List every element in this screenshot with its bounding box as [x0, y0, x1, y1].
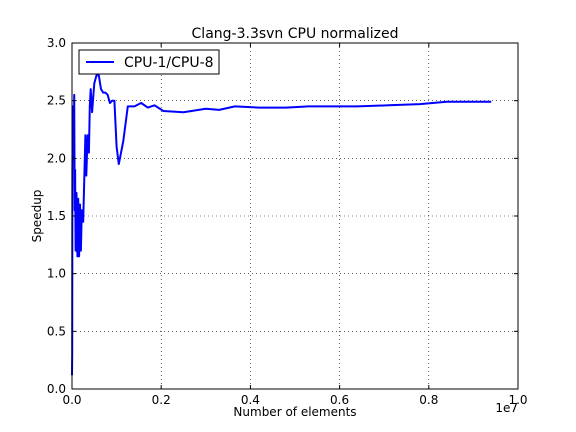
y-axis-label: Speedup — [30, 190, 44, 243]
legend: CPU-1/CPU-8 — [78, 49, 220, 75]
series-line — [71, 74, 492, 376]
x-tick-label: 0.6 — [330, 393, 349, 407]
y-tick-label: 2.0 — [47, 151, 66, 165]
grid-layer — [72, 43, 518, 389]
x-tick-label: 0.8 — [419, 393, 438, 407]
y-tick-label: 0.5 — [47, 324, 66, 338]
x-tick-label: 1.0 — [508, 393, 527, 407]
y-tick-label: 0.0 — [47, 382, 66, 396]
y-tick-label: 3.0 — [47, 36, 66, 50]
y-tick-label: 2.5 — [47, 94, 66, 108]
x-axis-offset-label: 1e7 — [495, 401, 518, 415]
y-tick-label: 1.0 — [47, 267, 66, 281]
x-tick-label: 0.0 — [62, 393, 81, 407]
x-axis-label: Number of elements — [233, 405, 356, 419]
x-tick-label: 0.2 — [152, 393, 171, 407]
y-tick-label: 1.5 — [47, 209, 66, 223]
legend-label: CPU-1/CPU-8 — [124, 55, 214, 71]
chart-title: Clang-3.3svn CPU normalized — [192, 26, 399, 42]
tick-layer: 0.0 0.2 0.4 0.6 0.8 1.0 0.0 0.5 1.0 1.5 2.0 2.5 3.0 — [47, 36, 528, 407]
x-tick-label: 0.4 — [241, 393, 260, 407]
series-layer — [71, 74, 492, 376]
